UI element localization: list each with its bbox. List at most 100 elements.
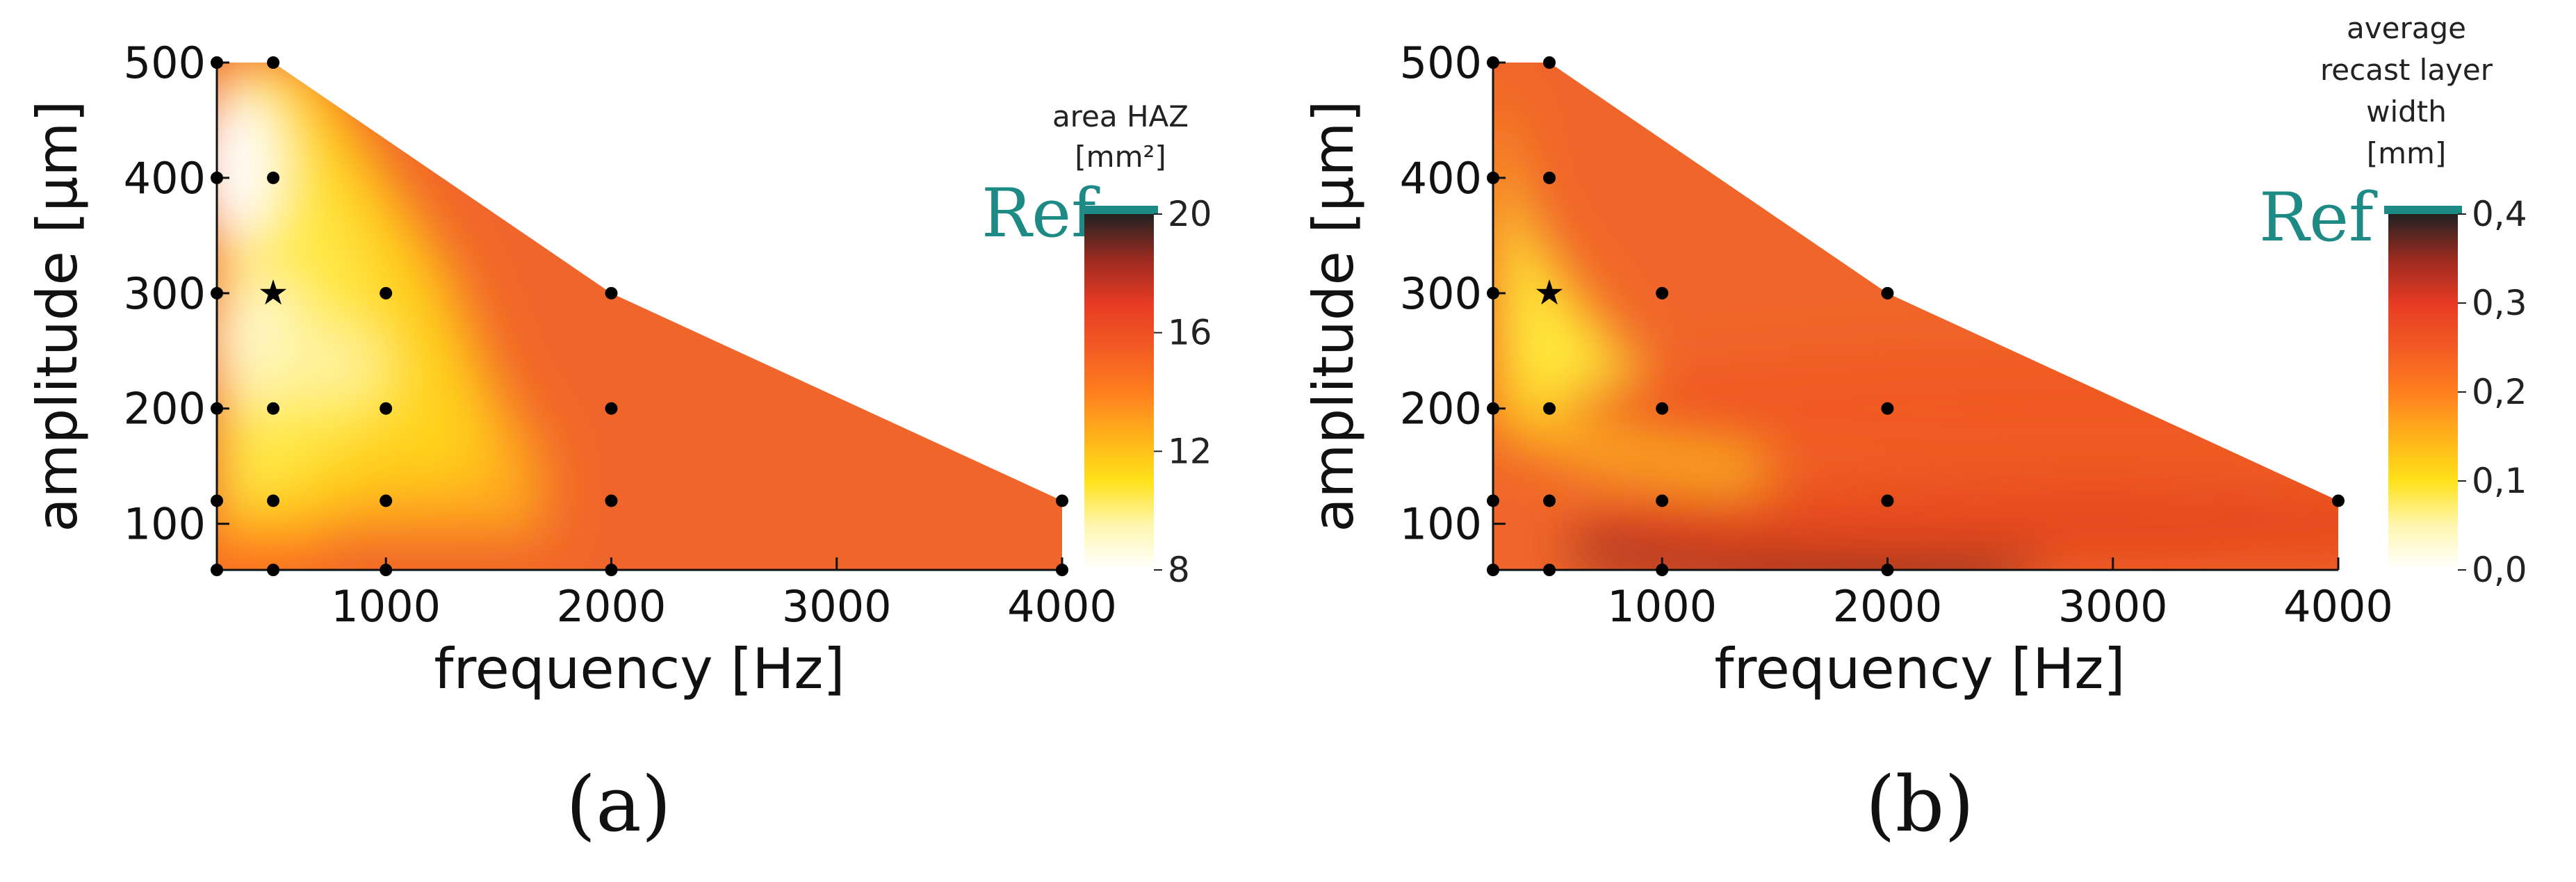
colorbar-ref-marker [1080,206,1158,214]
y-tick-label: 100 [124,499,206,550]
measurement-point [380,402,393,415]
colorbar-tick-label: 0,1 [2472,461,2527,501]
panel-a-colormap-field [217,63,1062,570]
field-blob [1556,345,2338,471]
panel-a-label: (a) [566,760,671,849]
measurement-point [605,494,618,507]
colorbar-gradient [1084,214,1154,570]
measurement-point [267,494,280,507]
measurement-point [1487,56,1499,69]
colorbar-tick-label: 8 [1168,550,1190,590]
measurement-point [1056,564,1068,576]
y-tick-label: 300 [1400,268,1482,319]
measurement-point [1881,402,1894,415]
panel-b-colorbar: average recast layer width [mm] Ref 0,0 0… [2259,11,2527,590]
field-blob [255,327,381,398]
panel-b-xlabel: frequency [Hz] [1714,637,2125,701]
panel-a-field [217,63,1062,570]
measurement-point [605,286,618,300]
measurement-point [211,564,223,576]
panel-a-points: ★ [211,56,1068,576]
x-tick-label: 4000 [1007,581,1117,632]
panel-b-heatmap: 1000 2000 3000 4000 100 200 300 400 500 ★ freque… [1301,11,2527,849]
measurement-point [605,564,618,576]
panel-b-ylabel: amplitude [µm] [1301,101,1366,532]
optimum-star-icon: ★ [1534,272,1565,313]
measurement-point [1487,286,1499,300]
measurement-point [1881,494,1894,507]
measurement-point [1056,494,1068,507]
y-tick-label: 500 [124,38,206,88]
y-tick-label: 100 [1400,499,1482,550]
measurement-point [1543,402,1556,415]
measurement-point [1543,56,1556,69]
colorbar-tick-label: 12 [1168,431,1212,471]
x-tick-label: 2000 [1833,581,1943,632]
measurement-point [1543,171,1556,184]
field-blob [217,90,277,243]
measurement-point [211,171,223,184]
measurement-point [1487,171,1499,184]
colorbar-ref-marker [2384,206,2462,214]
x-tick-label: 1000 [331,581,441,632]
colorbar-tick-label: 0,0 [2472,550,2527,590]
measurement-point [211,402,223,415]
measurement-point [1487,402,1499,415]
measurement-point [1543,564,1556,576]
measurement-point [2332,494,2345,507]
panel-b-colorbar-title-2: recast layer [2320,53,2493,87]
colorbar-tick-label: 0,3 [2472,283,2527,323]
y-tick-label: 200 [1400,384,1482,434]
panel-b-colorbar-title-4: [mm] [2367,136,2447,170]
x-tick-label: 2000 [557,581,667,632]
measurement-point [380,564,393,576]
x-tick-label: 4000 [2283,581,2393,632]
x-tick-label: 3000 [2058,581,2168,632]
colorbar-tick-label: 20 [1168,194,1212,234]
panel-b-axes [1492,63,2338,571]
measurement-point [1487,494,1499,507]
x-tick-label: 3000 [782,581,892,632]
measurement-point [267,171,280,184]
field-blob [1581,482,2338,566]
panel-b-points: ★ [1487,56,2345,576]
panel-b-ticks: 1000 2000 3000 4000 100 200 300 400 500 [1400,38,2393,632]
measurement-point [1656,286,1669,300]
measurement-point [1656,494,1669,507]
panel-a-axes [215,63,1062,571]
measurement-point [1881,564,1894,576]
measurement-point [1656,564,1669,576]
panel-a-heatmap: 1000 2000 3000 4000 100 200 300 400 500 ★ freque… [25,38,1212,849]
panel-a-xlabel: frequency [Hz] [434,637,845,701]
panel-b-label: (b) [1866,760,1974,849]
measurement-point [1656,402,1669,415]
y-tick-label: 400 [1400,153,1482,204]
measurement-point [211,56,223,69]
field-blob [217,525,332,570]
y-tick-label: 400 [124,153,206,204]
measurement-point [605,402,618,415]
measurement-point [380,286,393,300]
optimum-star-icon: ★ [258,272,289,313]
measurement-point [1487,564,1499,576]
colorbar-tick-label: 0,2 [2472,372,2527,412]
panel-a-colorbar-title-2: [mm²] [1075,140,1166,174]
field-blob [1504,177,1663,420]
measurement-point [211,494,223,507]
y-tick-label: 200 [124,384,206,434]
panel-a-ticks: 1000 2000 3000 4000 100 200 300 400 500 [124,38,1117,632]
measurement-point [1881,286,1894,300]
measurement-point [267,56,280,69]
measurement-point [267,402,280,415]
panel-b-ref-label: Ref [2259,179,2378,256]
colorbar-gradient [2388,214,2458,570]
y-tick-label: 500 [1400,38,1482,88]
measurement-point [1543,494,1556,507]
panel-b-colorbar-title-3: width [2366,95,2447,129]
panel-b-colorbar-title-1: average [2347,11,2466,45]
measurement-point [380,494,393,507]
colorbar-tick-label: 16 [1168,313,1212,353]
panel-a-ylabel: amplitude [µm] [25,101,90,532]
